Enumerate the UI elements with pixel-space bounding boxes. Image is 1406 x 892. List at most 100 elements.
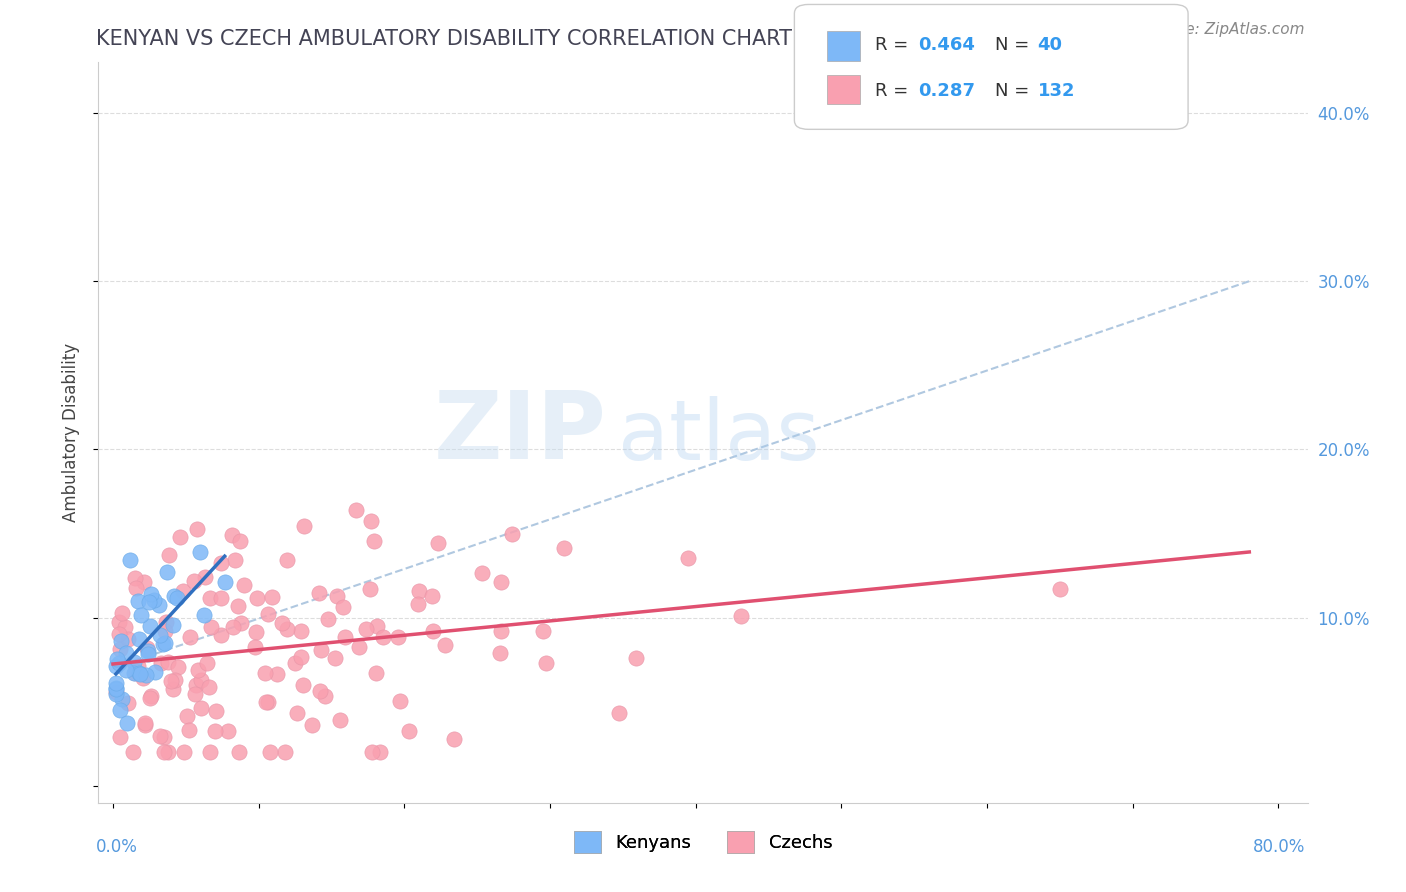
Point [209,556,232,570]
Point [169,530,191,544]
Point [122,655,145,669]
Point [301,718,323,732]
Point [308,586,330,600]
Point [256,607,278,621]
Text: Source: ZipAtlas.com: Source: ZipAtlas.com [1142,22,1305,37]
Point [115,716,138,731]
Point [105,652,128,666]
Point [290,650,312,665]
Point [179,723,201,737]
Text: ZIP: ZIP [433,386,606,479]
Point [188,545,211,559]
Point [245,625,267,640]
Point [136,647,159,661]
Point [108,627,131,641]
Point [361,745,384,759]
Point [387,630,409,644]
Point [110,606,132,620]
Point [122,745,145,759]
Point [676,550,699,565]
Point [156,745,179,759]
Point [553,541,575,555]
Point [184,687,207,701]
Point [198,745,221,759]
Point [186,522,208,536]
Point [501,527,523,541]
Point [607,706,630,721]
Point [110,634,132,648]
Y-axis label: Ambulatory Disability: Ambulatory Disability [62,343,80,522]
Text: 40: 40 [1038,37,1063,54]
Point [167,660,190,674]
Point [114,646,136,660]
Point [111,691,134,706]
Point [389,694,412,708]
Point [489,646,512,660]
Point [127,659,149,673]
Point [118,553,141,567]
Point [132,575,155,590]
Point [124,571,146,585]
Point [134,715,156,730]
Point [173,745,195,759]
Point [142,593,165,607]
Point [422,624,444,639]
Point [105,687,128,701]
Point [134,718,156,732]
Point [114,620,136,634]
Point [359,582,381,596]
Point [290,624,312,639]
Point [471,566,494,581]
Point [443,731,465,746]
Point [183,574,205,589]
Point [132,671,155,685]
Point [427,536,450,550]
Point [217,723,239,738]
Point [274,745,297,759]
Point [366,618,388,632]
Point [730,609,752,624]
Point [127,593,149,607]
Point [139,691,162,706]
Text: N =: N = [995,82,1035,100]
Point [131,607,153,622]
Point [254,695,277,709]
Point [128,667,150,681]
Point [276,553,298,567]
Text: N =: N = [995,37,1035,54]
Point [195,656,218,670]
Point [1049,582,1071,596]
Point [187,663,209,677]
Point [148,627,170,641]
Text: 0.0%: 0.0% [96,838,138,855]
Point [162,681,184,696]
Point [115,663,138,677]
Point [128,632,150,647]
Point [153,745,176,759]
Point [259,745,281,759]
Point [371,631,394,645]
Point [229,615,252,630]
Point [190,673,212,687]
Point [176,708,198,723]
Text: R =: R = [875,37,914,54]
Point [136,644,159,658]
Text: R =: R = [875,82,914,100]
Point [139,690,162,704]
Point [108,642,131,657]
Point [285,706,308,721]
Text: 0.464: 0.464 [918,37,974,54]
Point [356,622,378,636]
Point [152,637,174,651]
Point [193,608,215,623]
Point [104,658,127,673]
Point [309,643,332,657]
Point [309,684,332,698]
Point [271,616,294,631]
Point [117,696,139,710]
Point [104,685,127,699]
Point [104,681,127,695]
Point [214,575,236,590]
Point [363,533,385,548]
Point [148,598,170,612]
